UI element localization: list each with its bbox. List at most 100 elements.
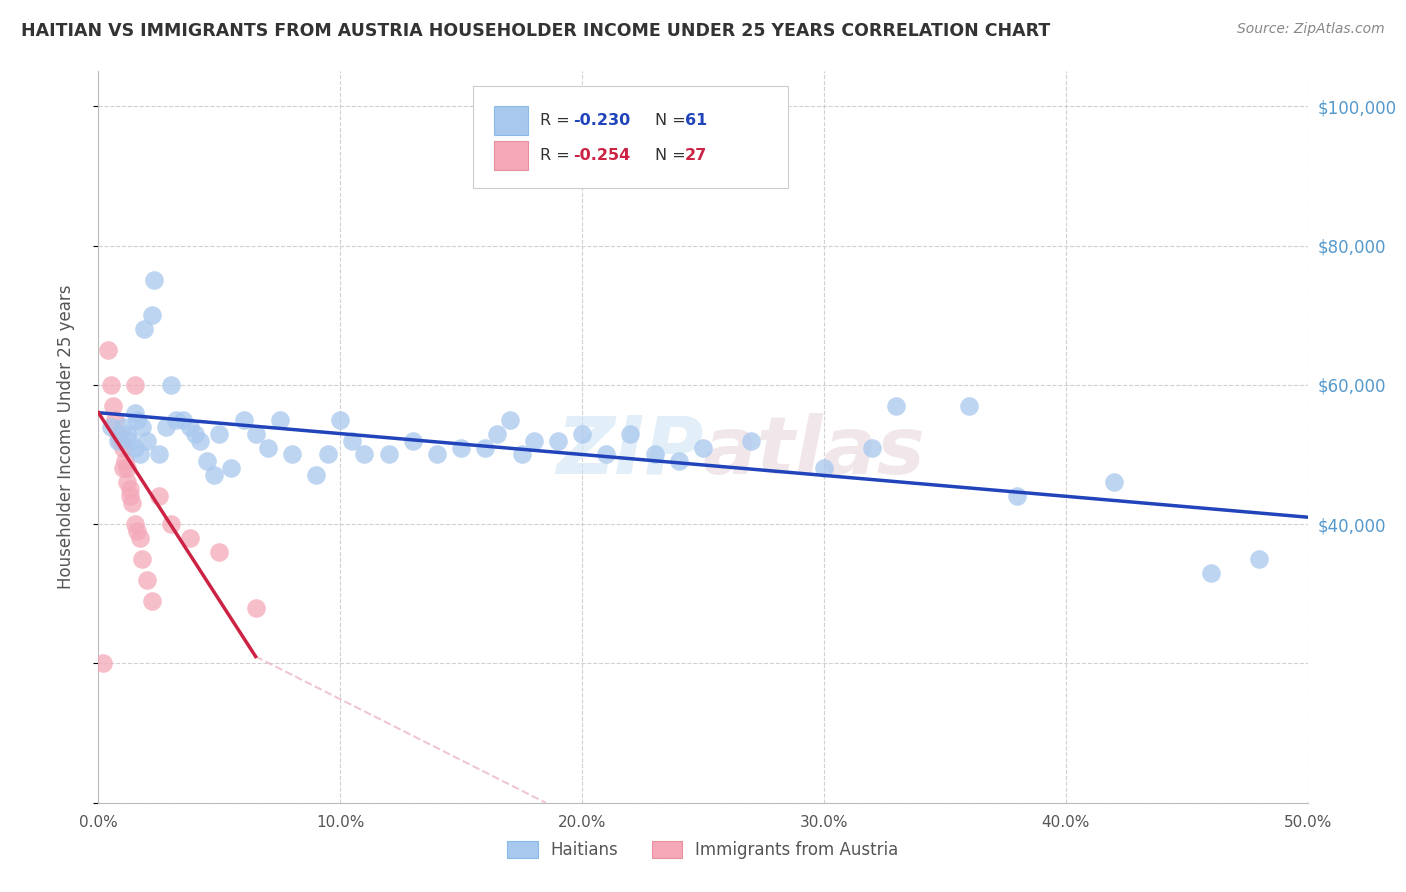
Point — [188, 434, 211, 448]
Point — [111, 419, 134, 434]
Point — [1102, 475, 1125, 490]
Point — [124, 406, 146, 420]
Y-axis label: Householder Income Under 25 years: Householder Income Under 25 years — [56, 285, 75, 590]
Point — [571, 426, 593, 441]
Point — [377, 448, 399, 462]
Point — [1199, 566, 1222, 580]
Text: atlas: atlas — [703, 413, 925, 491]
Point — [245, 600, 267, 615]
Point — [1007, 489, 1029, 503]
Point — [353, 448, 375, 462]
Point — [523, 434, 546, 448]
Point — [91, 657, 114, 671]
Point — [184, 426, 207, 441]
Point — [124, 517, 146, 532]
Point — [118, 489, 141, 503]
Point — [474, 441, 496, 455]
Point — [118, 483, 141, 497]
Point — [131, 419, 153, 434]
Point — [547, 434, 569, 448]
Point — [155, 419, 177, 434]
Point — [117, 461, 139, 475]
Point — [179, 419, 201, 434]
Point — [160, 517, 183, 532]
Point — [305, 468, 328, 483]
Point — [117, 426, 139, 441]
Point — [426, 448, 449, 462]
Point — [104, 412, 127, 426]
Text: -0.254: -0.254 — [574, 148, 631, 163]
Text: 27: 27 — [685, 148, 707, 163]
Point — [128, 448, 150, 462]
Point — [510, 448, 533, 462]
Point — [141, 594, 163, 608]
Point — [124, 377, 146, 392]
Text: -0.230: -0.230 — [574, 113, 631, 128]
Point — [668, 454, 690, 468]
Point — [127, 412, 149, 426]
Point — [402, 434, 425, 448]
Point — [148, 489, 170, 503]
Point — [595, 448, 617, 462]
Point — [143, 273, 166, 287]
Text: Source: ZipAtlas.com: Source: ZipAtlas.com — [1237, 22, 1385, 37]
Point — [329, 412, 352, 426]
Point — [342, 434, 364, 448]
Point — [160, 377, 183, 392]
Point — [111, 461, 134, 475]
Point — [232, 412, 254, 426]
Point — [127, 524, 149, 538]
Legend: Haitians, Immigrants from Austria: Haitians, Immigrants from Austria — [499, 833, 907, 868]
Point — [316, 448, 339, 462]
Point — [124, 441, 146, 455]
Point — [498, 412, 520, 426]
Point — [644, 448, 666, 462]
Point — [108, 434, 131, 448]
Point — [256, 441, 278, 455]
Point — [165, 412, 187, 426]
Point — [135, 573, 157, 587]
Point — [195, 454, 218, 468]
Point — [245, 426, 267, 441]
Point — [114, 454, 136, 468]
Point — [107, 426, 129, 441]
Point — [111, 441, 134, 455]
Point — [141, 308, 163, 322]
Point — [619, 426, 641, 441]
Bar — [494, 141, 527, 170]
Text: HAITIAN VS IMMIGRANTS FROM AUSTRIA HOUSEHOLDER INCOME UNDER 25 YEARS CORRELATION: HAITIAN VS IMMIGRANTS FROM AUSTRIA HOUSE… — [21, 22, 1050, 40]
Point — [1249, 552, 1271, 566]
Point — [117, 475, 139, 490]
Point — [860, 441, 883, 455]
Point — [269, 412, 291, 426]
FancyBboxPatch shape — [474, 86, 787, 188]
Point — [100, 419, 122, 434]
Point — [486, 426, 509, 441]
Point — [692, 441, 714, 455]
Point — [281, 448, 304, 462]
Point — [204, 468, 226, 483]
Point — [107, 434, 129, 448]
Point — [208, 545, 231, 559]
Text: R =: R = — [540, 113, 575, 128]
Point — [131, 552, 153, 566]
Point — [100, 377, 122, 392]
Text: N =: N = — [655, 148, 690, 163]
Point — [221, 461, 243, 475]
Bar — [494, 106, 527, 135]
Text: N =: N = — [655, 113, 690, 128]
Point — [813, 461, 835, 475]
Point — [148, 448, 170, 462]
Text: R =: R = — [540, 148, 575, 163]
Point — [134, 322, 156, 336]
Point — [97, 343, 120, 357]
Text: 61: 61 — [685, 113, 707, 128]
Point — [121, 496, 143, 510]
Point — [135, 434, 157, 448]
Point — [740, 434, 762, 448]
Point — [208, 426, 231, 441]
Point — [101, 399, 124, 413]
Point — [128, 531, 150, 545]
Point — [172, 412, 194, 426]
Point — [179, 531, 201, 545]
